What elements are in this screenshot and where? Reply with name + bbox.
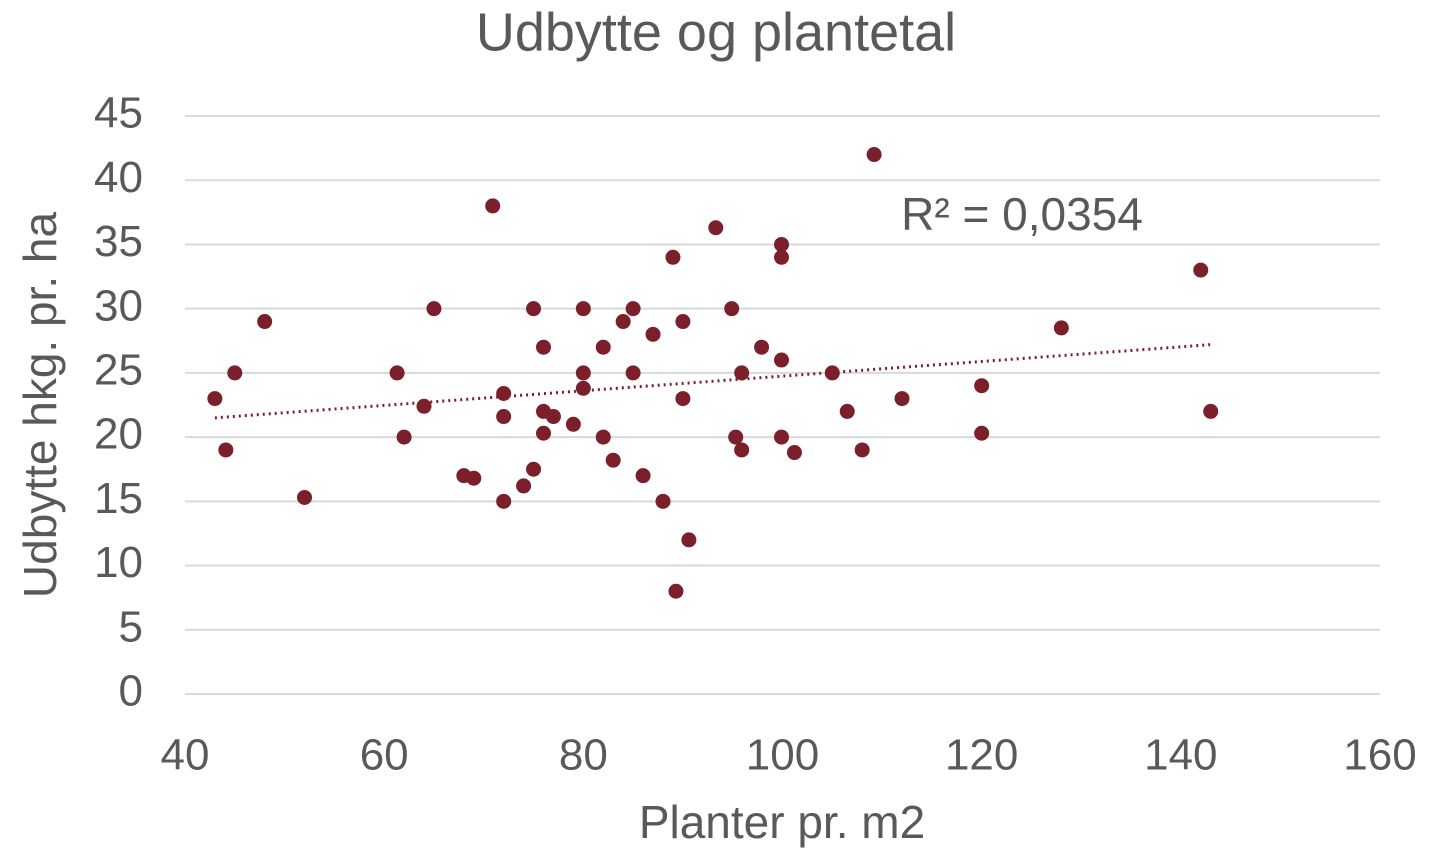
point (218, 442, 234, 458)
trendline (214, 343, 1211, 420)
point (526, 461, 542, 477)
y-tick-label: 15 (94, 474, 143, 523)
point (854, 442, 870, 458)
annotation: R² = 0,0354 (901, 188, 1143, 240)
point (595, 429, 611, 445)
point (575, 380, 591, 396)
y-tick-label: 5 (119, 602, 143, 651)
point (734, 365, 750, 381)
point (426, 301, 442, 317)
point (389, 365, 405, 381)
point (565, 416, 581, 432)
point (396, 429, 412, 445)
point (728, 429, 744, 445)
x-tick-label: 60 (360, 731, 409, 780)
y-axis-label: Udbytte hkg. pr. ha (14, 212, 66, 599)
point (1053, 320, 1069, 336)
y-tick-label: 20 (94, 410, 143, 459)
point (526, 301, 542, 317)
point (724, 301, 740, 317)
point (466, 470, 482, 486)
point (545, 409, 561, 425)
point (575, 365, 591, 381)
point (1203, 403, 1219, 419)
point (708, 220, 724, 236)
x-tick-label: 100 (746, 731, 819, 780)
point (645, 326, 661, 342)
y-tick-label: 0 (119, 667, 143, 716)
y-tick-label: 10 (94, 538, 143, 587)
point (605, 452, 621, 468)
y-tick-label: 45 (94, 89, 143, 138)
point (257, 314, 273, 330)
point (1193, 262, 1209, 278)
point (824, 365, 840, 381)
x-tick-label: 160 (1343, 731, 1416, 780)
point (974, 425, 990, 441)
point (485, 198, 501, 214)
point (595, 339, 611, 355)
point (734, 442, 750, 458)
point (675, 391, 691, 407)
point (625, 365, 641, 381)
point (516, 478, 532, 494)
point (297, 489, 312, 505)
point (754, 339, 770, 355)
point (416, 398, 432, 414)
point (496, 493, 512, 509)
point (227, 365, 243, 381)
y-tick-label: 40 (94, 153, 143, 202)
y-tick-label: 25 (94, 346, 143, 395)
point (496, 385, 512, 401)
x-tick-label: 140 (1144, 731, 1217, 780)
point (615, 314, 631, 330)
point (675, 314, 691, 330)
point (774, 429, 790, 445)
point (536, 339, 551, 355)
x-tick-label: 120 (945, 731, 1018, 780)
chart-title: Udbytte og plantetal (476, 2, 956, 62)
point (496, 409, 512, 425)
point (681, 532, 697, 548)
x-tick-label: 40 (161, 731, 210, 780)
point (625, 301, 641, 317)
point (536, 425, 551, 441)
point (575, 301, 591, 317)
point (655, 493, 671, 509)
point (894, 391, 910, 407)
point (774, 249, 790, 265)
point (668, 583, 684, 599)
y-tick-label: 35 (94, 217, 143, 266)
x-axis-label: Planter pr. m2 (639, 796, 925, 848)
point (774, 236, 790, 252)
point (774, 352, 790, 368)
x-tick-label: 80 (559, 731, 608, 780)
point (839, 403, 855, 419)
point (665, 249, 681, 265)
point (786, 445, 802, 461)
y-tick-label: 30 (94, 281, 143, 330)
point (866, 147, 882, 163)
point (635, 468, 651, 484)
point (974, 378, 990, 394)
point (207, 391, 223, 407)
